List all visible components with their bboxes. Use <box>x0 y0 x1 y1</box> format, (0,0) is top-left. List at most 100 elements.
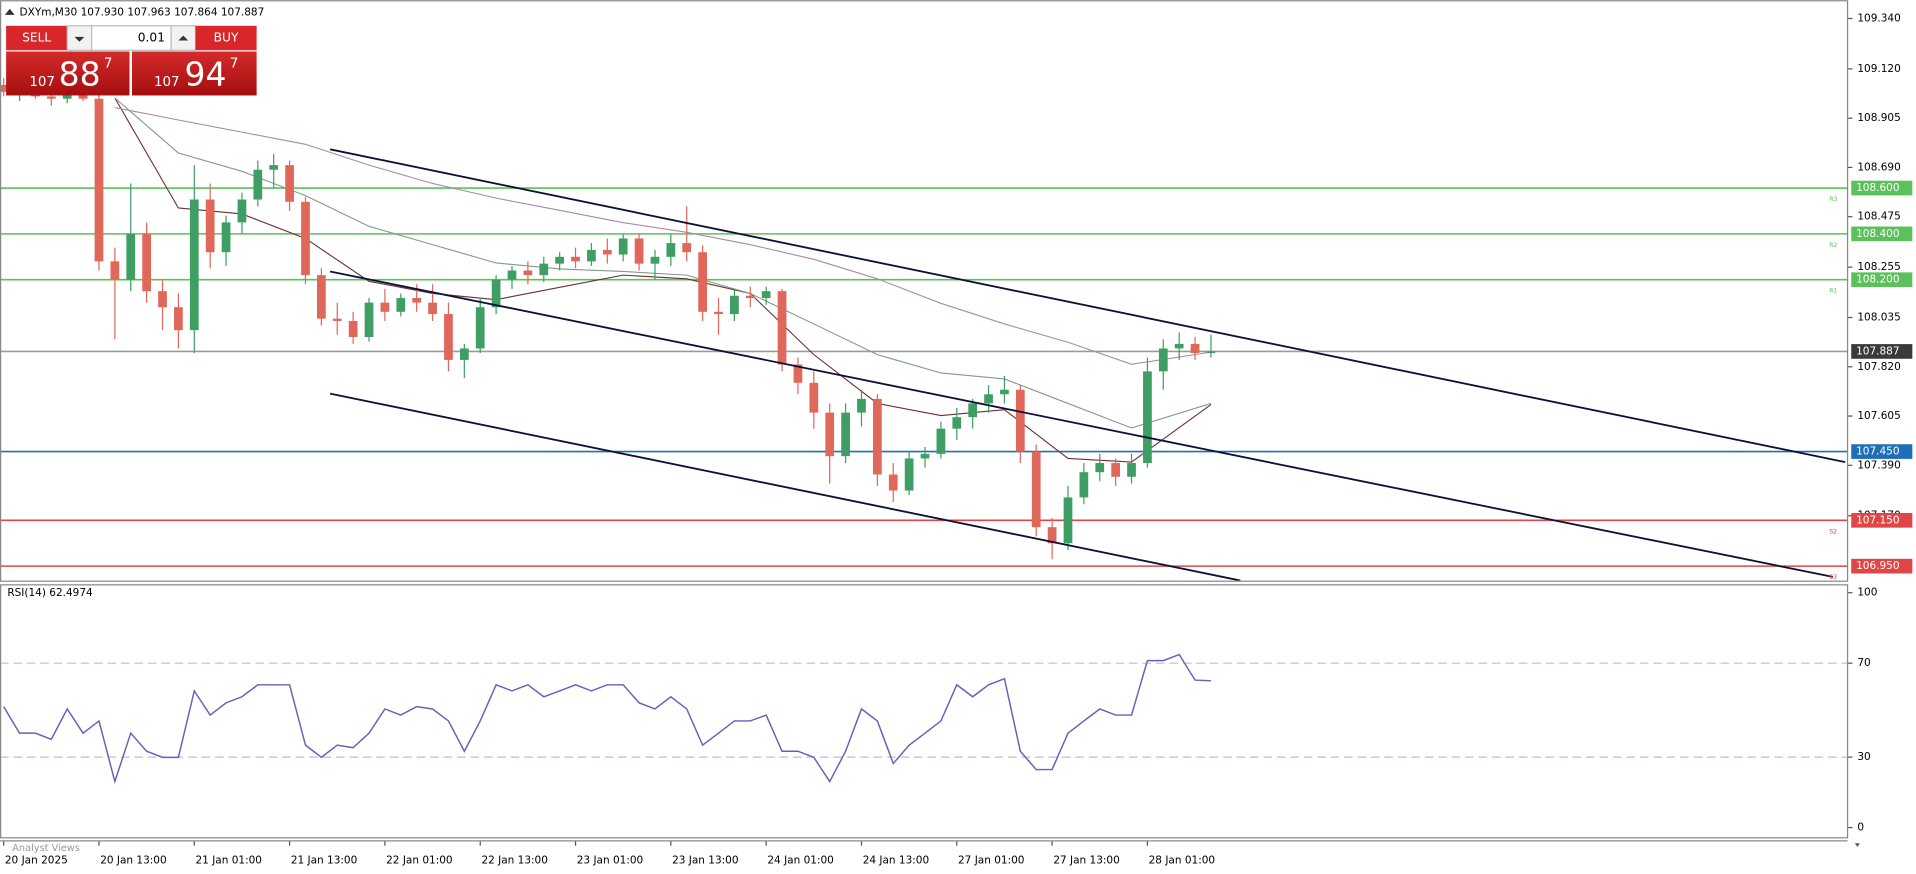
y-tick-label: 109.120 <box>1857 63 1900 75</box>
trendline <box>329 148 1846 464</box>
x-tick-label: 28 Jan 01:00 <box>1149 854 1215 866</box>
candle-body <box>809 382 819 413</box>
buy-price-box[interactable] <box>131 51 257 96</box>
y-tick-label: 0 <box>1857 822 1864 834</box>
candle-body <box>459 348 469 360</box>
level-label-box <box>1851 272 1913 288</box>
buy-price-small: 7 <box>230 57 239 72</box>
candle-body <box>412 298 422 303</box>
y-tick-label: 108.475 <box>1857 211 1900 223</box>
level-label: 108.200 <box>1856 274 1899 286</box>
y-tick-label: 107.390 <box>1857 459 1900 471</box>
candle-body <box>698 252 707 312</box>
trendline <box>329 392 1241 581</box>
axes: 109.340 109.120 108.905 108.690 108.475 108.2… <box>3 12 1913 866</box>
level-label-box <box>1851 226 1913 242</box>
candle-body <box>46 96 56 99</box>
y-tick-label: 30 <box>1857 751 1870 763</box>
candle-body <box>730 295 739 315</box>
candle-body <box>507 270 517 280</box>
candle-body <box>841 412 850 457</box>
volume-input[interactable] <box>91 25 172 51</box>
candle-body <box>1063 497 1073 544</box>
x-tick-label: 20 Jan 2025 <box>5 854 68 866</box>
candle-body <box>936 428 946 454</box>
buy-label[interactable]: BUY <box>214 31 239 45</box>
price-plot: R3 R2 R1 S2 S3 <box>0 78 1848 581</box>
level-tag: R1 <box>1829 288 1837 295</box>
candle-body <box>396 298 406 312</box>
x-tick-label: 24 Jan 13:00 <box>863 854 929 866</box>
candle-body <box>189 199 199 331</box>
scroll-arrow[interactable] <box>1854 843 1860 847</box>
candle-body <box>94 98 104 262</box>
buy-price-big: 107 <box>154 75 180 90</box>
candle-body <box>491 279 501 308</box>
rsi-frame <box>0 584 1849 839</box>
y-tick-label: 107.605 <box>1857 410 1900 422</box>
candle-body <box>1095 463 1105 473</box>
y-tick-label: 108.255 <box>1857 261 1900 273</box>
analyst-tab[interactable]: Analyst Views <box>12 843 80 854</box>
sell-price-main: 88 <box>59 54 101 93</box>
level-label-box <box>1851 180 1913 196</box>
candle-body <box>618 238 628 255</box>
candle-body <box>1000 389 1009 395</box>
candle-body <box>285 165 294 202</box>
level-label-box <box>1851 558 1913 574</box>
rsi-plot <box>0 653 1848 785</box>
candle-body <box>1079 472 1089 498</box>
sell-button[interactable] <box>6 25 68 51</box>
trendline <box>329 270 1834 578</box>
level-tag: R2 <box>1829 242 1837 249</box>
rsi-title: RSI(14) 62.4974 <box>7 587 93 599</box>
x-tick-label: 22 Jan 13:00 <box>481 854 547 866</box>
candle-body <box>714 311 723 315</box>
candle-body <box>857 398 866 413</box>
level-tag: S3 <box>1829 574 1837 581</box>
candle-body <box>793 364 803 383</box>
candle-body <box>475 307 485 349</box>
candle-body <box>777 291 787 365</box>
level-label-box <box>1851 444 1913 459</box>
candle-body <box>682 243 692 253</box>
candle-body <box>428 302 437 315</box>
sell-price-box[interactable] <box>6 51 130 96</box>
x-tick-label: 27 Jan 01:00 <box>958 854 1024 866</box>
candle-body <box>920 453 930 459</box>
candle-body <box>301 201 310 276</box>
volume[interactable]: 0.01 <box>138 31 165 45</box>
candle-body <box>1015 389 1025 452</box>
candle-body <box>825 412 835 457</box>
candle-body <box>634 238 644 264</box>
buy-price-main: 94 <box>185 54 227 93</box>
candle-body <box>205 199 215 253</box>
candle-body <box>1111 463 1121 477</box>
x-tick-label: 20 Jan 13:00 <box>100 854 166 866</box>
candle-body <box>174 307 183 331</box>
candle-body <box>332 318 342 321</box>
y-tick-label: 109.340 <box>1857 12 1900 24</box>
moving-average <box>114 107 1212 365</box>
candle-body <box>666 243 676 257</box>
level-label: 107.150 <box>1856 514 1899 526</box>
candle-body <box>904 458 914 491</box>
candle-body <box>761 291 771 299</box>
candle-body <box>78 94 88 99</box>
candle-body <box>968 403 978 418</box>
candle-body <box>984 394 993 404</box>
sell-label[interactable]: SELL <box>22 31 51 45</box>
level-label-box <box>1851 344 1913 359</box>
candle-body <box>269 165 279 170</box>
candle-body <box>571 256 580 262</box>
candle-body <box>237 199 247 223</box>
candle-body <box>110 261 120 280</box>
level-label: 107.887 <box>1856 345 1899 357</box>
candle-body <box>364 302 374 337</box>
buy-button[interactable] <box>195 25 257 51</box>
candle-body <box>888 474 898 491</box>
up-arrow <box>178 35 189 41</box>
y-tick-label: 107.820 <box>1857 361 1900 373</box>
candle-body <box>444 314 453 360</box>
candle-body <box>539 263 549 276</box>
